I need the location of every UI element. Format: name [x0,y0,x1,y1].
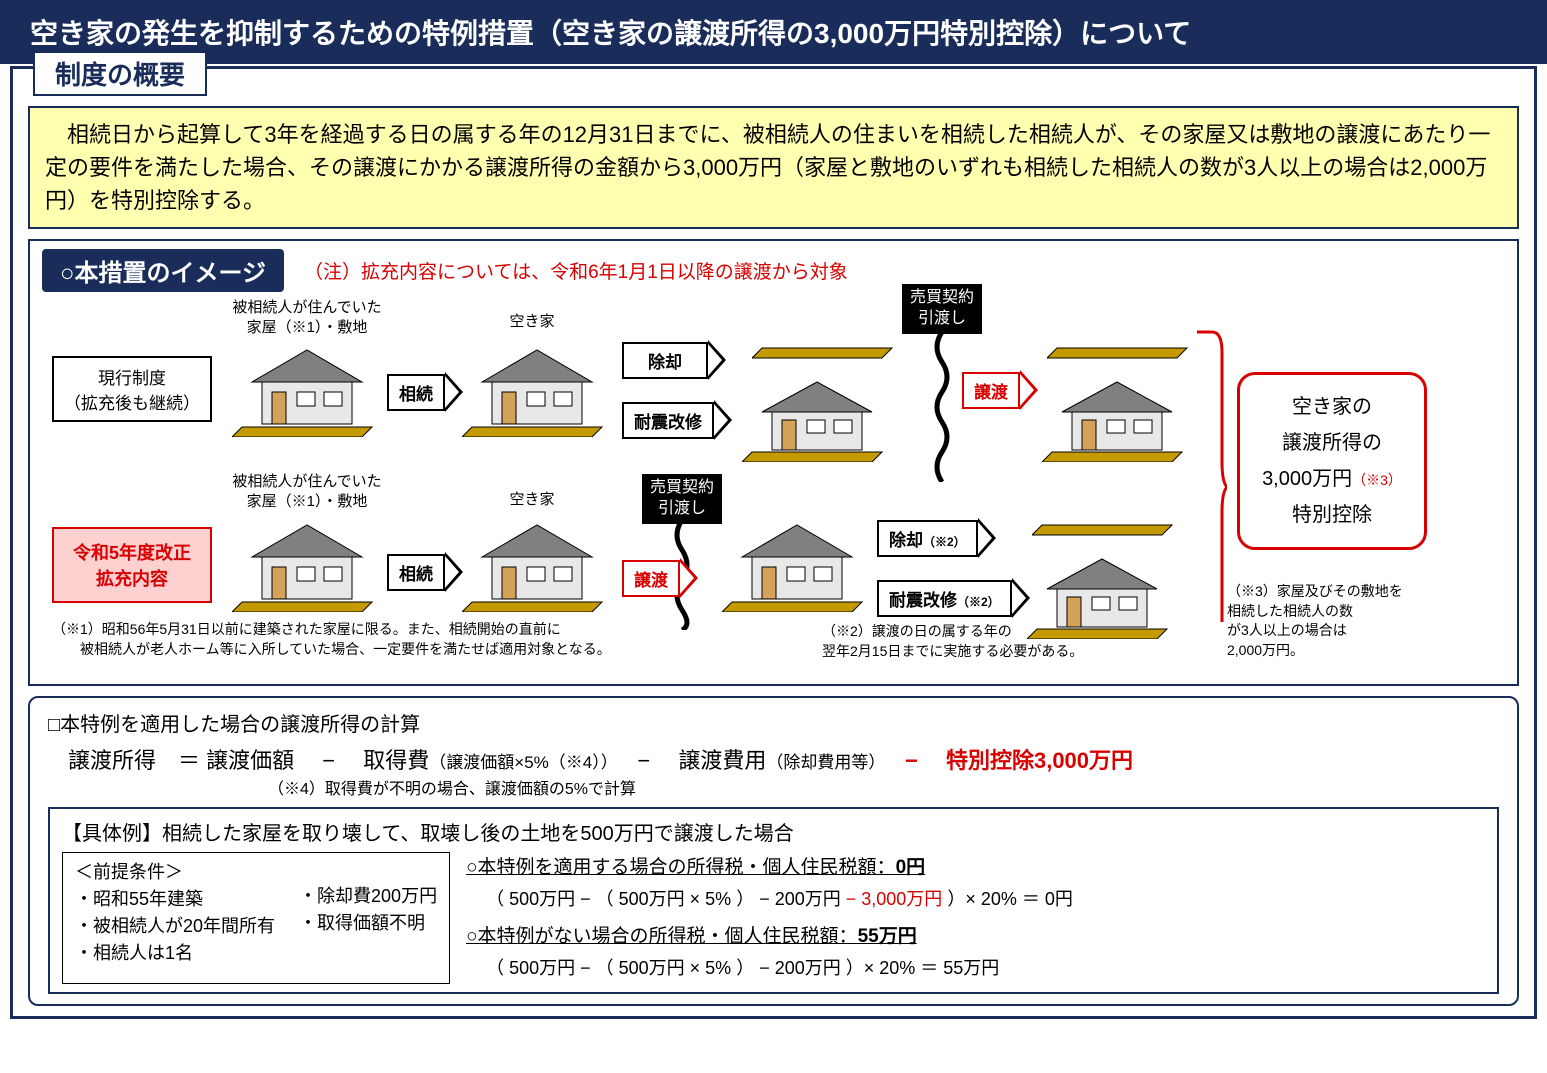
house-icon-2 [462,332,612,437]
arrow-transfer-1-label: 譲渡 [962,372,1020,409]
house-caption-2: 被相続人が住んでいた 家屋（※1）・敷地 [227,472,387,511]
result-line4: 特別控除 [1254,497,1410,533]
contract-tag-2: 売買契約 引渡し [642,474,722,524]
calc-note4: （※4）取得費が不明の場合、譲渡価額の5%で計算 [268,775,1499,799]
arrow-inherit-1: 相続 [387,372,463,412]
arrow-seismic-1: 耐震改修 [622,400,732,440]
arrow-demolish-1-label: 除却 [622,342,708,379]
expansion-label: 令和5年度改正 拡充内容 [52,527,212,603]
precond-title: ＜前提条件＞ [75,859,275,886]
bracket-icon [1197,322,1227,622]
empty-house-caption-1: 空き家 [492,312,572,332]
land-icon-2 [1047,330,1197,360]
result-sup: （※3） [1352,472,1402,488]
measure-badge: ○本措置のイメージ [42,249,284,292]
house-icon-1 [232,332,382,437]
arrow-demolish-2: 除却（※2） [877,518,996,558]
land-icon-1 [752,330,902,360]
current-system-label: 現行制度 （拡充後も継続） [52,356,212,422]
house-icon-7 [722,507,872,612]
arrow-transfer-2: 譲渡 [622,558,698,598]
wavy-line-top [932,332,952,482]
measure-note-red: （注）拡充内容については、令和6年1月1日以降の譲渡から対象 [304,257,848,284]
result-box: 空き家の 譲渡所得の 3,000万円（※3） 特別控除 [1237,372,1427,550]
calc-title: □本特例を適用した場合の譲渡所得の計算 [48,708,1499,737]
result-line2: 譲渡所得の [1254,425,1410,461]
example-box: 【具体例】相続した家屋を取り壊して、取壊し後の土地を500万円で譲渡した場合 ＜… [48,807,1499,994]
content-container: 制度の概要 相続日から起算して3年を経過する日の属する年の12月31日までに、被… [10,66,1537,1019]
section-header-label: 制度の概要 [33,51,207,96]
precondition-box: ＜前提条件＞ ・昭和55年建築 ・被相続人が20年間所有 ・相続人は1名 ・除却… [62,852,450,984]
example-title: 【具体例】相続した家屋を取り壊して、取壊し後の土地を500万円で譲渡した場合 [62,817,1485,846]
land-icon-3 [1032,507,1182,537]
arrow-inherit-2: 相続 [387,552,463,592]
calc-formula: 譲渡所得 ＝ 譲渡価額 − 取得費（譲渡価額×5%（※4）） − 譲渡費用（除却… [68,743,1499,775]
diagram-area: 売買契約 引渡し 被相続人が住んでいた 家屋（※1）・敷地 現行制度 （拡充後も… [42,292,1505,672]
precond-col1: ・昭和55年建築 ・被相続人が20年間所有 ・相続人は1名 [75,886,275,967]
arrow-seismic-1-label: 耐震改修 [622,402,714,439]
section-header: 制度の概要 [33,51,1534,96]
arrow-demolish-2-label: 除却（※2） [877,520,978,557]
arrow-demolish-1: 除却 [622,340,726,380]
example-results: ○本特例を適用する場合の所得税・個人住民税額：0円 （ 500万円 − （ 50… [466,852,1485,984]
house-icon-3 [742,367,892,462]
measure-image-box: ○本措置のイメージ （注）拡充内容については、令和6年1月1日以降の譲渡から対象… [28,239,1519,686]
result-line1: 空き家の [1254,389,1410,425]
house-icon-4 [1042,367,1192,462]
precond-col2: ・除却費200万円 ・取得価額不明 [299,859,437,977]
note1: （※1）昭和56年5月31日以前に建築された家屋に限る。また、相続開始の直前に … [52,620,732,659]
contract-tag-top: 売買契約 引渡し [902,284,982,334]
house-icon-6 [462,507,612,612]
arrow-transfer-2-label: 譲渡 [622,560,680,597]
note2: （※2）譲渡の日の属する年の 翌年2月15日までに実施する必要がある。 [822,622,1122,661]
house-icon-5 [232,507,382,612]
arrow-transfer-1: 譲渡 [962,370,1038,410]
arrow-seismic-2-label: 耐震改修（※2） [877,580,1012,617]
note3: （※3）家屋及びその敷地を 相続した相続人の数 が3人以上の場合は 2,000万… [1227,582,1427,660]
arrow-inherit-1-label: 相続 [387,374,445,411]
calculation-box: □本特例を適用した場合の譲渡所得の計算 譲渡所得 ＝ 譲渡価額 − 取得費（譲渡… [28,696,1519,1006]
arrow-seismic-2: 耐震改修（※2） [877,578,1030,618]
arrow-inherit-2-label: 相続 [387,554,445,591]
result-line3: 3,000万円 [1262,468,1352,490]
summary-box: 相続日から起算して3年を経過する日の属する年の12月31日までに、被相続人の住ま… [28,106,1519,229]
